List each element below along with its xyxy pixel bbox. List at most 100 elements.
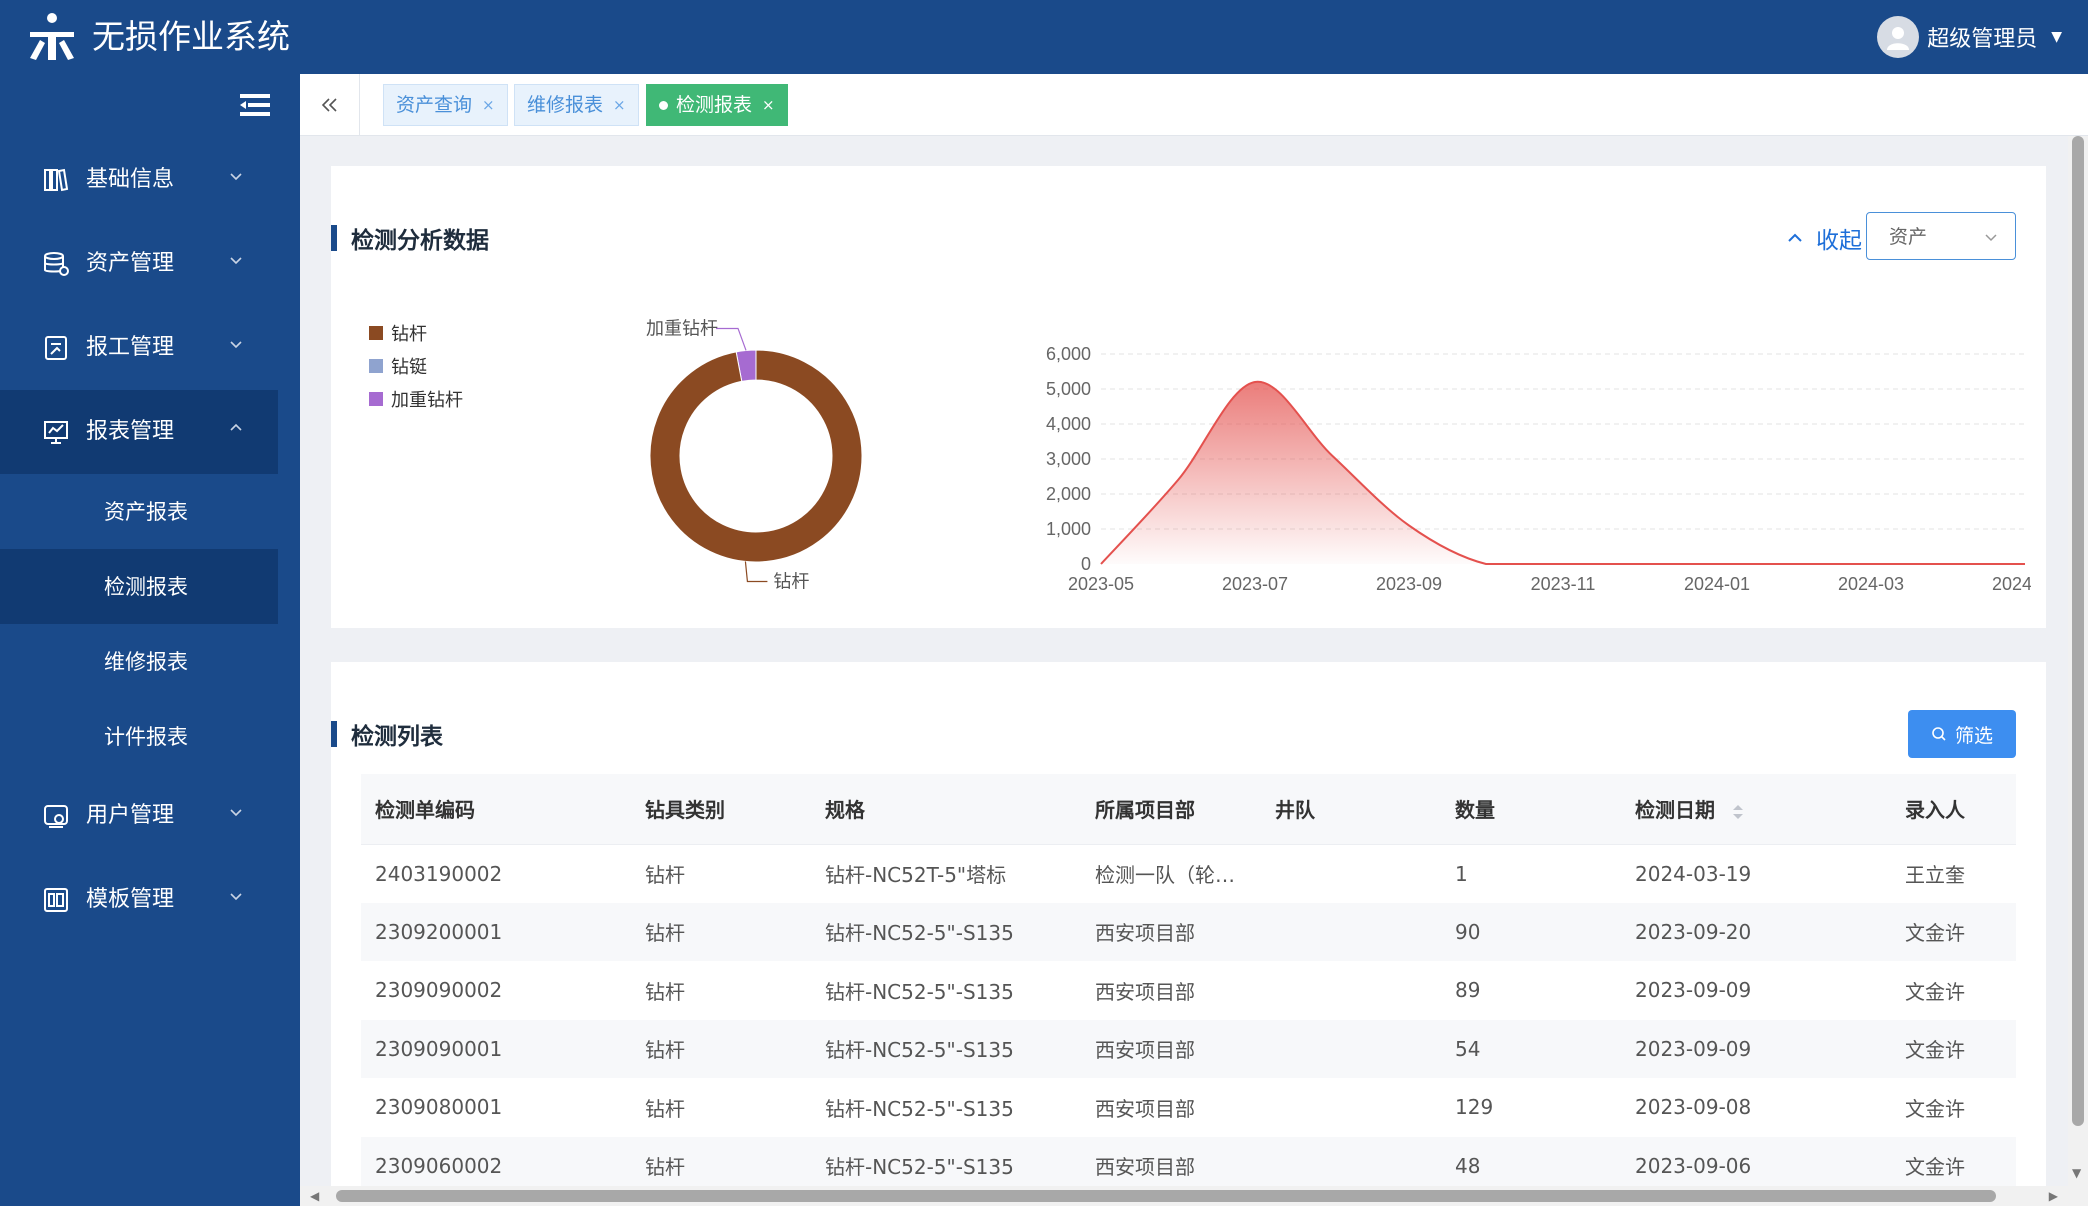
sidebar-subitem-inspection-report[interactable]: 检测报表: [0, 549, 278, 624]
scrollbar-thumb[interactable]: [2072, 136, 2084, 1126]
sidebar-subitem-asset-report[interactable]: 资产报表: [0, 474, 278, 549]
table-cell: [1261, 1020, 1441, 1079]
table-cell: 钻杆-NC52-5"-S135: [825, 921, 1014, 946]
sidebar-item-label: 报表管理: [86, 419, 175, 444]
table-cell: 48: [1455, 1153, 1481, 1178]
table-cell: 钻杆-NC52-5"-S135: [825, 979, 1014, 1004]
table-cell: 2403190002: [375, 861, 503, 886]
column-header[interactable]: 钻具类别: [631, 774, 811, 845]
column-header[interactable]: 录入人: [1891, 774, 2016, 845]
column-header[interactable]: 检测单编码: [361, 774, 631, 845]
list-title-text: 检测列表: [351, 724, 443, 750]
donut-label: 钻杆: [773, 571, 809, 591]
sidebar-item-user-management[interactable]: 用户管理: [0, 774, 278, 858]
sidebar-subitem-label: 维修报表: [104, 650, 188, 674]
scrollbar-thumb[interactable]: [336, 1190, 1996, 1202]
x-tick-label: 2023-11: [1531, 574, 1596, 594]
tab-repair-report[interactable]: 维修报表 ×: [514, 84, 639, 126]
table-cell: 文金许: [1905, 1155, 1965, 1180]
column-header[interactable]: 规格: [811, 774, 1081, 845]
legend-swatch: [369, 358, 383, 373]
collapse-label: 收起: [1816, 228, 1862, 254]
sidebar-item-label: 报工管理: [86, 335, 175, 360]
table-cell: 钻杆: [645, 863, 685, 887]
scroll-down-arrow-icon[interactable]: ▼: [2072, 1166, 2082, 1180]
table-cell: 钻杆-NC52T-5"塔标: [825, 863, 1007, 887]
column-header[interactable]: 井队: [1261, 774, 1441, 845]
sidebar-item-label: 基础信息: [86, 167, 175, 192]
chevron-up-icon: [1788, 233, 1802, 242]
sidebar-item-asset-management[interactable]: 资产管理: [0, 222, 278, 306]
sidebar-item-report-management[interactable]: 报表管理: [0, 390, 278, 474]
table-header-row: 检测单编码 钻具类别 规格 所属项目部 井队 数量 检测日期 录入人: [361, 774, 2016, 845]
sort-icon[interactable]: [1732, 802, 1744, 822]
table-cell: [1261, 961, 1441, 1020]
sidebar-subitem-piece-report[interactable]: 计件报表: [0, 699, 278, 774]
scroll-right-arrow-icon[interactable]: ▶: [2048, 1189, 2058, 1203]
close-icon[interactable]: ×: [762, 96, 775, 114]
y-tick-label: 0: [1081, 554, 1091, 574]
table-cell: 2023-09-06: [1635, 1153, 1752, 1178]
table-row[interactable]: 2309060002 钻杆 钻杆-NC52-5"-S135 西安项目部 48 2023-0…: [361, 1136, 2016, 1195]
table-cell: 钻杆-NC52-5"-S135: [825, 1155, 1014, 1180]
column-header[interactable]: 数量: [1441, 774, 1621, 845]
legend-item[interactable]: 钻杆: [369, 316, 463, 349]
user-icon: [1887, 27, 1910, 50]
table-row[interactable]: 2403190002 钻杆 钻杆-NC52T-5"塔标 检测一队（轮… 1 2024-03…: [361, 844, 2016, 903]
legend-label: 钻铤: [391, 356, 427, 378]
table-cell: 2023-09-09: [1635, 978, 1752, 1003]
table-cell: [1261, 903, 1441, 962]
filter-button[interactable]: 筛选: [1908, 710, 2016, 758]
user-menu[interactable]: 超级管理员 ▼: [1877, 16, 2062, 58]
legend-item[interactable]: 加重钻杆: [369, 382, 463, 415]
column-header-date[interactable]: 检测日期: [1621, 774, 1891, 845]
donut-slice[interactable]: [649, 349, 863, 563]
table-cell: 检测一队（轮…: [1095, 863, 1235, 887]
caret-down-icon: ▼: [2051, 29, 2062, 45]
table-row[interactable]: 2309200001 钻杆 钻杆-NC52-5"-S135 西安项目部 90 2023-0…: [361, 902, 2016, 962]
vertical-scrollbar[interactable]: ▼: [2068, 136, 2088, 1206]
table-row[interactable]: 2309080001 钻杆 钻杆-NC52-5"-S135 西安项目部 129 2023-…: [361, 1078, 2016, 1137]
analysis-card: 检测分析数据 收起 资产 钻杆 钻铤 加重钻杆 加重钻杆 钻杆 0 1,000 2,0…: [331, 166, 2046, 628]
series-line[interactable]: [1100, 380, 2025, 565]
collapse-sidebar-button[interactable]: [300, 74, 360, 136]
sidebar-item-basic-info[interactable]: 基础信息: [0, 138, 278, 222]
sidebar-item-label: 资产管理: [86, 251, 175, 276]
label-leader-line: [744, 561, 768, 583]
x-tick-label: 2024-01: [1684, 574, 1750, 594]
column-header-label: 检测日期: [1635, 798, 1715, 823]
column-header[interactable]: 所属项目部: [1081, 774, 1261, 845]
legend-label: 加重钻杆: [391, 389, 463, 411]
scroll-left-arrow-icon[interactable]: ◀: [310, 1189, 320, 1203]
close-icon[interactable]: ×: [613, 96, 626, 114]
y-tick-label: 5,000: [1046, 379, 1091, 399]
table-cell: 钻杆-NC52-5"-S135: [825, 1096, 1014, 1121]
sidebar-item-work-report[interactable]: 报工管理: [0, 306, 278, 390]
table-cell: [1261, 1078, 1441, 1137]
table-cell: 2023-09-20: [1635, 919, 1752, 944]
tab-label: 资产查询: [396, 94, 473, 116]
collapse-link[interactable]: 收起: [1786, 221, 1862, 255]
app-logo-icon: [30, 13, 74, 60]
menu-toggle-icon[interactable]: [240, 92, 270, 118]
sidebar-item-label: 用户管理: [86, 803, 175, 828]
table-row[interactable]: 2309090001 钻杆 钻杆-NC52-5"-S135 西安项目部 54 2023-0…: [361, 1019, 2016, 1079]
chevron-down-icon: [230, 893, 242, 901]
table-cell: 2309090001: [375, 1036, 503, 1061]
tab-inspection-report[interactable]: 检测报表 ×: [646, 84, 788, 126]
sidebar: 基础信息 资产管理 报工管理 报表管理 资产报表 检测报表 维修报表 计件报表: [0, 74, 300, 1206]
asset-type-select[interactable]: 资产: [1866, 212, 2016, 260]
sidebar-item-template-management[interactable]: 模板管理: [0, 858, 278, 942]
close-icon[interactable]: ×: [482, 96, 495, 114]
x-tick-label: 2024-03: [1838, 574, 1904, 594]
x-tick-label: 2024-05: [1992, 574, 2031, 594]
table-cell: 钻杆: [645, 921, 685, 946]
table-row[interactable]: 2309090002 钻杆 钻杆-NC52-5"-S135 西安项目部 89 2023-0…: [361, 961, 2016, 1020]
avatar: [1877, 16, 1920, 58]
horizontal-scrollbar[interactable]: ◀ ▶: [300, 1186, 2068, 1206]
sidebar-subitem-repair-report[interactable]: 维修报表: [0, 624, 278, 699]
legend-item[interactable]: 钻铤: [369, 349, 463, 382]
table-cell: 钻杆: [645, 1096, 685, 1121]
tab-asset-query[interactable]: 资产查询 ×: [383, 84, 508, 126]
